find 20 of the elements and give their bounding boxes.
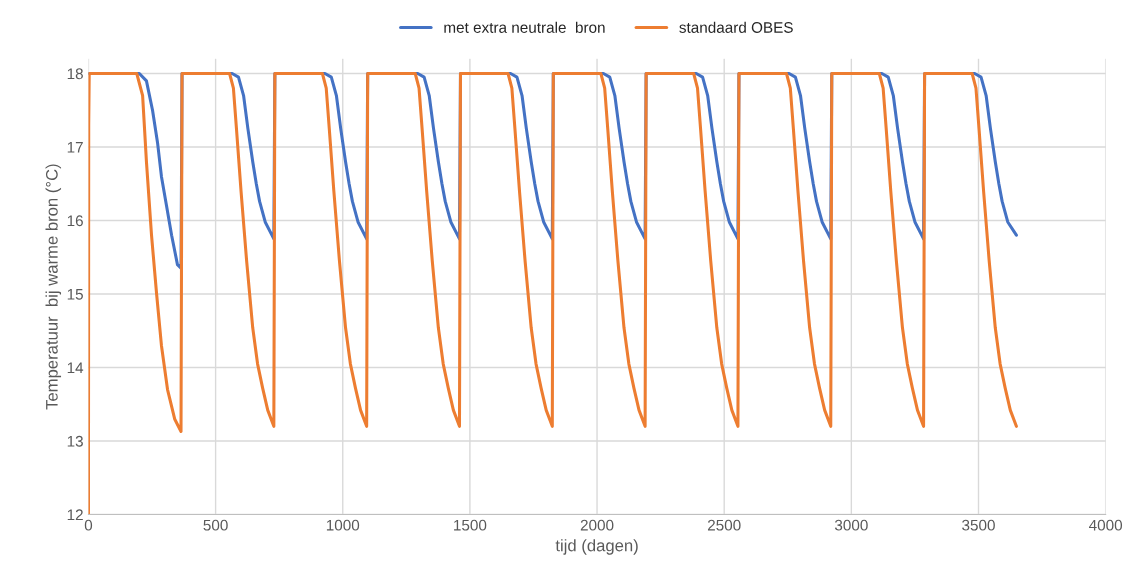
y-tick-label: 18 — [67, 68, 83, 80]
y-axis-title: Temperatuur bij warme bron (°C) — [45, 164, 62, 410]
x-tick-label: 3500 — [962, 519, 995, 531]
x-tick-label: 2000 — [580, 519, 614, 531]
x-tick-label: 1000 — [326, 519, 360, 531]
y-tick-label: 13 — [67, 435, 83, 447]
x-tick-label: 500 — [203, 519, 228, 531]
legend-label: standaard OBES — [679, 21, 793, 33]
y-tick-label: 15 — [67, 289, 83, 300]
x-tick-label: 0 — [84, 519, 93, 531]
y-tick-label: 17 — [67, 142, 83, 153]
x-tick-label: 1500 — [454, 519, 487, 531]
y-tick-label: 14 — [67, 362, 84, 374]
x-tick-label: 2500 — [707, 519, 741, 531]
x-tick-label: 3000 — [834, 519, 868, 531]
y-tick-label: 16 — [67, 215, 83, 227]
x-tick-label: 4000 — [1089, 519, 1123, 531]
y-tick-label: 12 — [67, 509, 83, 521]
legend-label: met extra neutrale bron — [444, 21, 605, 33]
x-axis-title: tijd (dagen) — [555, 539, 638, 555]
